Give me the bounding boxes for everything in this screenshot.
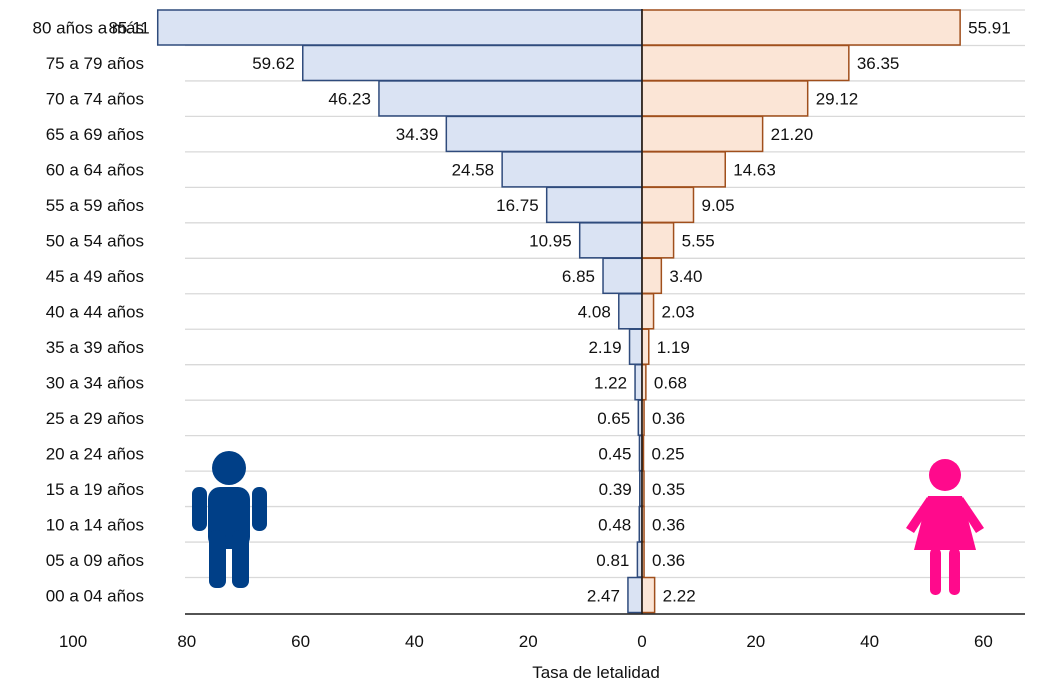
category-label: 50 a 54 años — [46, 232, 144, 251]
right-bar — [641, 328, 650, 365]
left-value-label: 6.85 — [562, 267, 595, 286]
category-label: 05 a 09 años — [46, 551, 144, 570]
x-tick-label: 80 — [177, 632, 196, 651]
x-tick-label: 20 — [519, 632, 538, 651]
category-label: 60 a 64 años — [46, 161, 144, 180]
category-label: 65 a 69 años — [46, 125, 144, 144]
category-label: 55 a 59 años — [46, 196, 144, 215]
right-value-label: 1.19 — [657, 338, 690, 357]
left-bar — [602, 257, 643, 295]
right-value-label: 5.55 — [682, 232, 715, 251]
right-value-label: 21.20 — [771, 125, 814, 144]
left-value-label: 0.48 — [598, 515, 631, 534]
left-bar — [445, 115, 643, 153]
left-value-label: 85.11 — [108, 19, 149, 38]
category-label: 20 a 24 años — [46, 444, 144, 463]
left-value-label: 2.47 — [587, 586, 620, 605]
left-bar — [501, 151, 643, 188]
right-value-label: 2.22 — [663, 586, 696, 605]
right-bar — [641, 80, 809, 117]
right-bar — [641, 293, 655, 330]
right-bar — [641, 222, 675, 259]
right-bar — [641, 115, 764, 153]
left-bar — [302, 44, 643, 82]
left-bar — [578, 222, 643, 259]
right-value-label: 0.35 — [652, 480, 685, 499]
right-value-label: 0.36 — [652, 515, 685, 534]
left-value-label: 4.08 — [578, 302, 611, 321]
x-axis-title: Tasa de letalidad — [532, 663, 660, 681]
right-value-label: 0.68 — [654, 373, 687, 392]
left-value-label: 0.39 — [599, 480, 632, 499]
right-value-label: 0.36 — [652, 551, 685, 570]
left-value-label: 0.45 — [598, 444, 631, 463]
x-tick-label: 20 — [746, 632, 765, 651]
right-value-label: 14.63 — [733, 161, 776, 180]
right-bar — [641, 9, 961, 46]
right-value-label: 2.03 — [662, 302, 695, 321]
left-bar — [378, 80, 643, 117]
left-bar — [545, 186, 643, 224]
category-label: 00 a 04 años — [46, 586, 144, 605]
left-value-label: 0.65 — [597, 409, 630, 428]
right-bar — [641, 186, 695, 224]
left-value-label: 2.19 — [588, 338, 621, 357]
x-tick-label: 60 — [291, 632, 310, 651]
category-label: 10 a 14 años — [46, 515, 144, 534]
right-value-label: 3.40 — [669, 267, 702, 286]
category-label: 15 a 19 años — [46, 480, 144, 499]
right-bar — [641, 151, 726, 188]
category-label: 70 a 74 años — [46, 90, 144, 109]
left-value-label: 1.22 — [594, 373, 627, 392]
bars — [156, 9, 961, 614]
x-tick-label: 40 — [860, 632, 879, 651]
left-value-label: 59.62 — [252, 54, 295, 73]
category-label: 40 a 44 años — [46, 302, 144, 321]
left-value-label: 46.23 — [328, 90, 371, 109]
female-figure-icon — [906, 459, 984, 595]
right-value-label: 55.91 — [968, 19, 1011, 38]
left-bar — [156, 9, 643, 46]
category-label: 45 a 49 años — [46, 267, 144, 286]
x-tick-label: 60 — [974, 632, 993, 651]
right-value-label: 36.35 — [857, 54, 900, 73]
right-bar — [641, 44, 850, 82]
category-label: 35 a 39 años — [46, 338, 144, 357]
axes — [185, 9, 1025, 615]
x-tick-label: 100 — [59, 632, 87, 651]
left-bar — [628, 328, 643, 365]
category-label: 80 años a más — [32, 19, 144, 38]
left-value-label: 10.95 — [529, 232, 572, 251]
right-value-label: 0.36 — [652, 409, 685, 428]
right-bar — [641, 257, 663, 295]
x-tick-label: 40 — [405, 632, 424, 651]
right-bar — [641, 576, 656, 614]
category-label: 25 a 29 años — [46, 409, 144, 428]
left-bar — [634, 363, 643, 401]
right-value-label: 9.05 — [701, 196, 734, 215]
right-value-label: 29.12 — [816, 90, 859, 109]
x-tick-label: 0 — [637, 632, 646, 651]
male-figure-icon — [192, 451, 267, 588]
category-label: 30 a 34 años — [46, 373, 144, 392]
left-value-label: 24.58 — [452, 161, 495, 180]
left-value-label: 16.75 — [496, 196, 539, 215]
right-value-label: 0.25 — [652, 444, 685, 463]
category-label: 75 a 79 años — [46, 54, 144, 73]
left-bar — [618, 293, 643, 330]
left-value-label: 34.39 — [396, 125, 439, 144]
left-bar — [627, 576, 643, 614]
left-value-label: 0.81 — [596, 551, 629, 570]
